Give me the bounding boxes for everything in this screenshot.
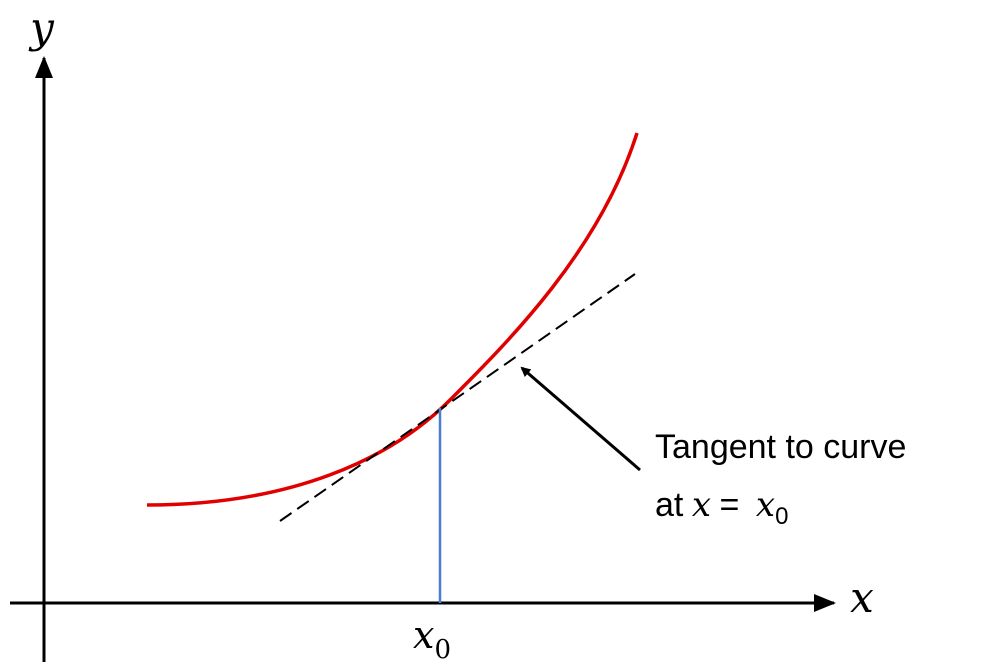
annotation-prefix: at <box>655 486 684 524</box>
curve <box>146 132 639 507</box>
point-label-base: x <box>413 613 434 657</box>
point-label: x0 <box>413 613 451 665</box>
annotation-value-subscript: 0 <box>775 503 788 530</box>
tangent-line <box>279 273 636 522</box>
annotation-value-base: x <box>756 485 775 525</box>
x-axis-label: x <box>850 573 874 622</box>
annotation-variable: x <box>692 485 711 525</box>
point-label-subscript: 0 <box>434 635 451 665</box>
y-axis-label: y <box>28 3 55 52</box>
pointer-arrow <box>520 366 641 472</box>
annotation-line1: Tangent to curve <box>655 428 906 466</box>
annotation-line2: at x = x0 <box>655 485 788 530</box>
annotation-relation: = <box>720 486 740 524</box>
